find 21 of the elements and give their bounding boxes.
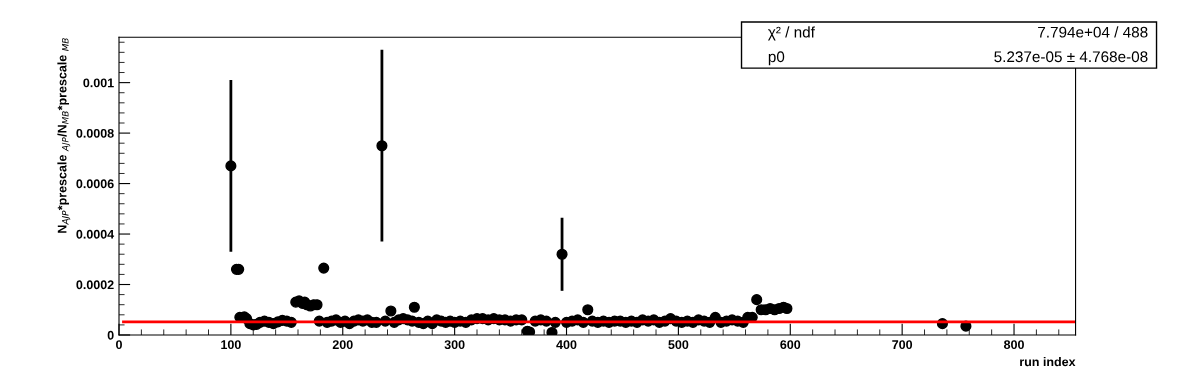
y-axis-title: N$_{AJP}$*prescale $_{AJP}$/N$_{MB}$*prescale $_{MB}$ bbox=[57, 38, 71, 233]
annotation: 5.237e-05 ± 4.768e-08 bbox=[994, 51, 1148, 63]
x-tick-label: 400 bbox=[556, 340, 577, 350]
x-tick-label: 500 bbox=[668, 340, 689, 350]
x-tick-label: 600 bbox=[780, 340, 801, 350]
x-axis-title: run index bbox=[1020, 357, 1076, 367]
x-tick-label: 0 bbox=[116, 340, 122, 350]
x-tick-label: 200 bbox=[332, 340, 353, 350]
y-tick-label: 0.0004 bbox=[76, 229, 115, 239]
y-tick-label: 0.0006 bbox=[76, 179, 114, 189]
x-tick-label: 100 bbox=[221, 340, 241, 350]
y-tick-label: 0.0002 bbox=[76, 280, 114, 290]
y-tick-label: 0 bbox=[107, 330, 114, 340]
annotation: χ² / ndf bbox=[767, 26, 815, 41]
y-tick-label: 0.0008 bbox=[76, 128, 114, 138]
x-tick-label: 700 bbox=[892, 340, 913, 350]
x-tick-label: 800 bbox=[1004, 340, 1024, 350]
x-tick-label: 300 bbox=[444, 340, 465, 350]
annotation: p0 bbox=[768, 51, 785, 66]
y-tick-label: 0.001 bbox=[83, 78, 114, 88]
annotation: 7.794e+04 / 488 bbox=[1038, 26, 1148, 38]
